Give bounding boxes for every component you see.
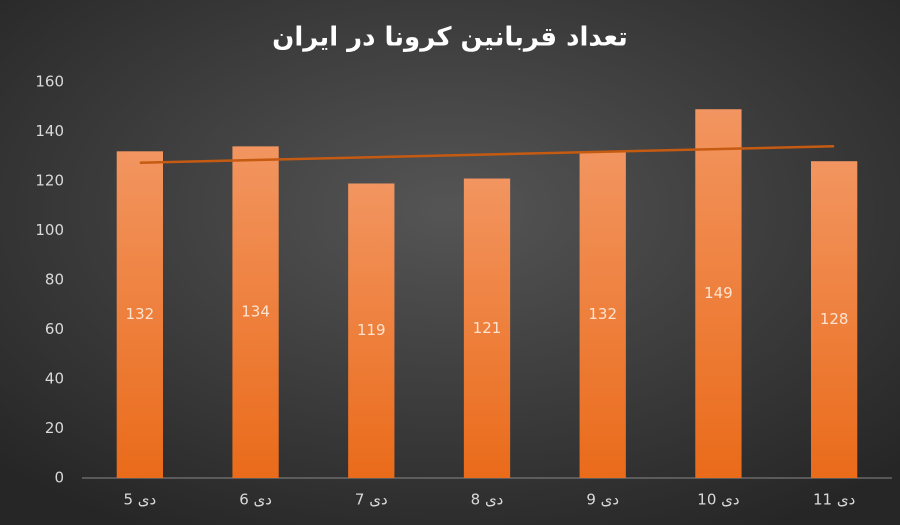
x-tick-label: 10 دی bbox=[697, 491, 739, 509]
bar bbox=[579, 151, 626, 479]
x-tick-label: 11 دی bbox=[813, 491, 855, 509]
chart-title: تعداد قربانین کرونا در ایران bbox=[272, 23, 628, 53]
x-tick-label: 9 دی bbox=[586, 491, 619, 509]
bar bbox=[463, 178, 511, 478]
data-label: 132 bbox=[126, 305, 155, 323]
data-label: 128 bbox=[820, 310, 849, 328]
data-label: 149 bbox=[704, 284, 733, 302]
y-tick-label: 60 bbox=[45, 320, 64, 338]
x-tick-label: 5 دی bbox=[123, 491, 156, 509]
bar bbox=[232, 146, 279, 478]
bar bbox=[116, 151, 163, 479]
y-tick-label: 40 bbox=[45, 370, 64, 388]
data-label: 119 bbox=[357, 321, 386, 339]
bar bbox=[348, 183, 395, 478]
data-label: 132 bbox=[588, 305, 617, 323]
bar bbox=[695, 109, 742, 478]
y-tick-label: 140 bbox=[35, 122, 64, 140]
x-tick-label: 6 دی bbox=[239, 491, 272, 509]
y-tick-label: 160 bbox=[35, 73, 64, 91]
y-tick-label: 100 bbox=[35, 221, 64, 239]
y-tick-label: 0 bbox=[54, 469, 64, 487]
data-label: 134 bbox=[241, 303, 270, 321]
data-label: 121 bbox=[473, 319, 502, 337]
y-tick-label: 80 bbox=[45, 271, 64, 289]
trendline bbox=[139, 145, 835, 164]
bar bbox=[811, 161, 858, 478]
x-tick-label: 8 دی bbox=[471, 491, 504, 509]
y-tick-label: 20 bbox=[45, 419, 64, 437]
y-tick-label: 120 bbox=[35, 172, 64, 190]
x-tick-label: 7 دی bbox=[355, 491, 388, 509]
